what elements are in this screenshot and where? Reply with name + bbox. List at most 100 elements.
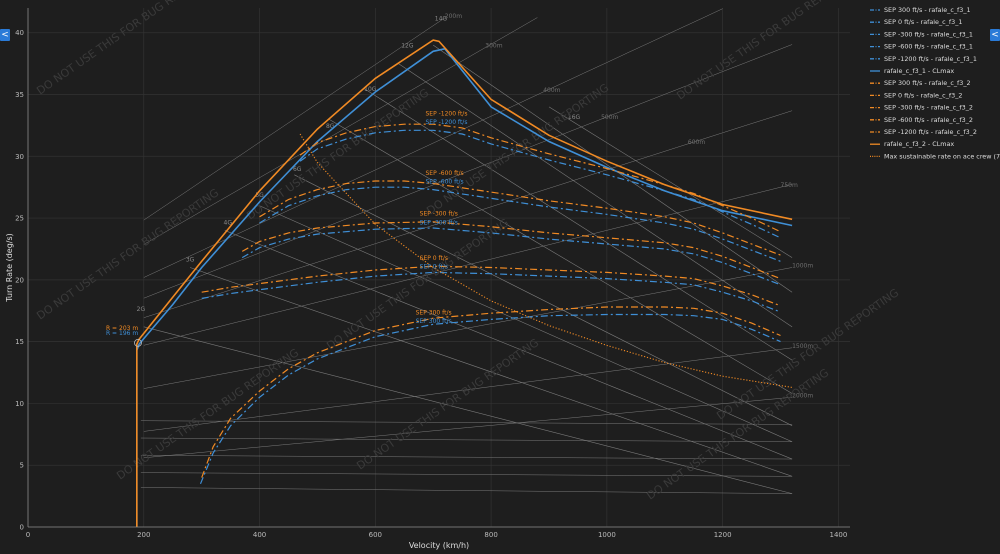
x-tick-label: 1000 — [598, 531, 616, 539]
legend-item[interactable]: SEP -600 ft/s - rafale_c_f3_2 — [884, 116, 973, 124]
legend-item[interactable]: rafale_c_f3_2 - CLmax — [884, 140, 954, 148]
radius-guide-line — [143, 267, 793, 389]
radius-label: 400m — [543, 87, 560, 94]
radius-guide-line — [143, 397, 793, 459]
radius-guide-line — [143, 184, 793, 346]
series-line — [136, 39, 793, 527]
grid — [27, 8, 850, 528]
g-guide-line — [224, 230, 793, 460]
x-tick-label: 1400 — [830, 531, 848, 539]
y-tick-label: 30 — [15, 153, 24, 161]
g-label: 2G — [137, 306, 146, 313]
g-label: 12G — [401, 43, 414, 50]
watermark-text: DO NOT USE THIS FOR BUG REPORTING — [424, 81, 611, 217]
x-tick-label: 600 — [369, 531, 382, 539]
series-layer — [136, 39, 793, 527]
g-guide-line — [140, 472, 793, 477]
series-line — [136, 47, 793, 527]
axes: 0 200 400 600 800 1000 1200 1400 0 5 10 15 20 25 30 35 4… — [5, 8, 850, 550]
x-tick-label: 200 — [137, 531, 150, 539]
y-tick-label: 40 — [15, 29, 24, 37]
y-axis-title: Turn Rate (deg/s) — [5, 233, 14, 303]
watermark-text: DO NOT USE THIS FOR BUG REPORTING — [324, 216, 511, 352]
min-radius-label-orange: R = 203 m — [106, 325, 138, 332]
series-line — [299, 123, 781, 233]
watermark-text: DO NOT USE THIS FOR BUG REPORTING — [244, 86, 431, 222]
legend-item[interactable]: SEP 300 ft/s - rafale_c_f3_2 — [884, 79, 971, 87]
radius-label: 300m — [485, 43, 502, 50]
radius-guide-line — [143, 8, 723, 278]
legend-item[interactable]: SEP 0 ft/s - rafale_c_f3_1 — [884, 18, 962, 26]
y-tick-label: 35 — [15, 91, 24, 99]
g-guide-line — [259, 205, 793, 443]
radius-label: 1500m — [792, 343, 813, 350]
g-label: 8G — [326, 123, 335, 130]
g-label: 4G — [224, 219, 233, 226]
series-line — [241, 221, 781, 280]
series-line — [241, 227, 781, 286]
g-guide-line — [140, 487, 793, 494]
radius-label: 750m — [781, 182, 798, 189]
y-tick-label: 20 — [15, 276, 24, 284]
guide-lines: 2G 3G 4G 5G 6G 8G 10G 12G 14G 16G 200m 300m 400m 500m… — [137, 8, 813, 494]
series-line — [299, 129, 781, 239]
g-guide-line — [189, 267, 793, 477]
x-tick-label: 0 — [26, 531, 30, 539]
radius-guide-line — [143, 44, 793, 299]
legend-item[interactable]: SEP -300 ft/s - rafale_c_f3_2 — [884, 104, 973, 112]
g-guide-line — [548, 106, 793, 258]
y-tick-label: 25 — [15, 215, 24, 223]
g-label: 10G — [364, 86, 377, 93]
g-guide-line — [363, 88, 793, 361]
sep-label: SEP -300 ft/s — [420, 219, 458, 226]
g-guide-line — [140, 437, 793, 442]
g-guide-line — [140, 420, 793, 425]
series-line — [201, 265, 781, 307]
watermark-text: DO NOT USE THIS FOR BUG REPORTING — [644, 366, 831, 502]
sep-label: SEP 300 ft/s — [416, 318, 452, 325]
x-tick-label: 800 — [484, 531, 497, 539]
sep-label: SEP 300 ft/s — [416, 309, 452, 316]
legend[interactable]: SEP 300 ft/s - rafale_c_f3_1 SEP 0 ft/s -… — [870, 6, 1000, 160]
sep-label: SEP 0 ft/s — [420, 264, 448, 271]
radius-guide-line — [143, 347, 793, 432]
y-tick-label: 0 — [20, 524, 24, 532]
sep-label: SEP -1200 ft/s — [425, 111, 467, 118]
legend-item[interactable]: SEP -1200 ft/s - rafale_c_f3_2 — [884, 128, 977, 136]
x-tick-label: 1200 — [714, 531, 732, 539]
min-radius-marker — [134, 338, 142, 347]
legend-item[interactable]: SEP 0 ft/s - rafale_c_f3_2 — [884, 91, 962, 99]
sep-label: SEP -300 ft/s — [420, 211, 458, 218]
g-guide-line — [140, 455, 793, 460]
legend-item[interactable]: Max sustainable rate on ace crew (7.5G) — [884, 152, 1000, 160]
legend-item[interactable]: rafale_c_f3_1 - CLmax — [884, 67, 954, 75]
x-axis-title: Velocity (km/h) — [409, 541, 469, 550]
legend-item[interactable]: SEP -1200 ft/s - rafale_c_f3_1 — [884, 55, 977, 63]
legend-item[interactable]: SEP -600 ft/s - rafale_c_f3_1 — [884, 43, 973, 51]
legend-item[interactable]: SEP 300 ft/s - rafale_c_f3_1 — [884, 6, 971, 14]
sep-label: SEP 0 ft/s — [420, 255, 448, 262]
legend-item[interactable]: SEP -300 ft/s - rafale_c_f3_1 — [884, 30, 973, 38]
radius-label: 2000m — [792, 392, 813, 399]
g-label: 3G — [186, 256, 195, 263]
left-panel-toggle[interactable]: < — [0, 29, 10, 41]
g-guide-line — [294, 174, 793, 426]
radius-guide-line — [143, 110, 793, 318]
g-guide-line — [328, 118, 793, 394]
radius-label: 600m — [688, 139, 705, 146]
sep-label: SEP -600 ft/s — [425, 178, 463, 185]
radius-label: 200m — [445, 13, 462, 20]
sep-label: SEP -600 ft/s — [425, 170, 463, 177]
radius-label: 1000m — [792, 263, 813, 270]
radius-label: 500m — [601, 114, 618, 121]
sep-label: SEP -1200 ft/s — [425, 119, 467, 126]
y-tick-label: 10 — [15, 400, 24, 408]
g-guide-line — [433, 44, 793, 293]
x-tick-label: 400 — [253, 531, 266, 539]
radius-guide-line — [143, 17, 445, 221]
g-label: 5G — [255, 192, 264, 199]
series-line — [201, 271, 781, 313]
min-radius-label-blue: R = 196 m — [106, 330, 138, 337]
right-panel-toggle[interactable]: < — [990, 29, 1000, 41]
